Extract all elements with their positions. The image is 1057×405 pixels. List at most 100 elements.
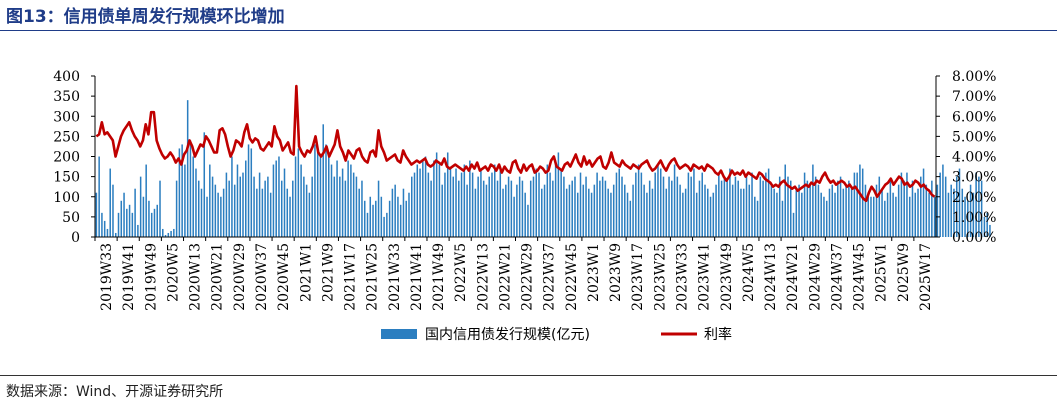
bar	[267, 176, 269, 238]
bar	[803, 172, 806, 237]
bar	[601, 176, 604, 238]
bar	[386, 212, 388, 237]
bar	[181, 144, 183, 237]
x-tick-label: 2020W29	[232, 243, 248, 311]
bar	[607, 188, 609, 237]
bar	[635, 172, 637, 237]
right-tick-label: 3.00%	[952, 170, 996, 186]
bar	[225, 172, 228, 237]
bar	[834, 192, 836, 237]
bar	[585, 176, 587, 238]
bar	[643, 184, 645, 237]
bar	[413, 172, 416, 237]
bar	[491, 172, 493, 237]
bar	[184, 164, 186, 237]
bar	[881, 188, 883, 237]
bar	[967, 200, 969, 237]
bar	[466, 184, 468, 237]
bar	[936, 184, 939, 237]
x-tick-label: 2019W41	[121, 243, 137, 311]
bar	[925, 184, 928, 237]
bar	[823, 196, 825, 237]
bar	[825, 200, 828, 237]
x-tick-label: 2021W41	[409, 243, 425, 311]
bar	[931, 180, 933, 237]
bar	[510, 180, 513, 237]
bar	[427, 172, 430, 237]
bar	[322, 124, 324, 237]
bar	[256, 188, 258, 237]
x-tick-label: 2021W33	[387, 243, 403, 311]
bar	[809, 184, 811, 237]
x-tick-label: 2021W17	[343, 243, 359, 311]
bar	[300, 164, 302, 237]
bar	[280, 180, 283, 237]
bar	[839, 176, 842, 238]
bar	[861, 168, 864, 237]
bar	[383, 216, 385, 238]
bar	[707, 188, 709, 237]
bar	[236, 164, 239, 237]
bar	[546, 164, 549, 237]
bar	[886, 192, 889, 237]
bar	[731, 184, 734, 237]
x-tick-label: 2020W37	[254, 243, 270, 311]
bar	[759, 176, 762, 238]
bar	[939, 172, 941, 237]
bar	[341, 168, 344, 237]
bar	[469, 160, 471, 237]
x-tick-label: 2022W13	[475, 243, 491, 311]
bar	[433, 160, 435, 237]
bar	[781, 200, 784, 237]
bar	[156, 204, 158, 237]
bar	[754, 196, 756, 237]
bar	[698, 180, 701, 237]
x-tick-label: 2024W45	[852, 243, 868, 311]
bar	[275, 160, 277, 237]
x-tick-label: 2022W45	[564, 243, 580, 311]
bar	[137, 224, 139, 237]
bar	[103, 220, 106, 237]
figure-title: 图13：信用债单周发行规模环比增加	[6, 7, 285, 27]
bar	[358, 188, 360, 237]
bar	[283, 168, 286, 237]
bar	[303, 176, 305, 238]
chart: 0 50 100 150 200 250 300 350 400 0.00% 1.00% 2.00% 3…	[53, 69, 996, 343]
bar	[892, 192, 894, 237]
bar	[801, 192, 803, 237]
bar	[543, 184, 546, 237]
bar	[109, 168, 111, 237]
bar	[394, 184, 396, 237]
bar	[571, 180, 573, 237]
bar	[131, 212, 134, 237]
bar	[527, 204, 529, 237]
bar	[411, 176, 413, 238]
bar	[272, 164, 275, 237]
bar	[624, 184, 626, 237]
bar	[325, 144, 327, 237]
bar	[955, 176, 958, 238]
bar	[123, 192, 125, 237]
x-tick-label: 2023W17	[630, 243, 646, 311]
bar	[975, 172, 977, 237]
bar	[192, 156, 194, 237]
bar	[159, 180, 161, 237]
bar	[336, 160, 338, 237]
bar	[319, 156, 322, 237]
bar	[588, 188, 590, 237]
bar	[405, 200, 407, 237]
bar	[765, 172, 767, 237]
bar	[344, 180, 347, 237]
bar	[870, 196, 872, 237]
bar	[350, 164, 352, 237]
x-tick-label: 2022W5	[453, 243, 469, 302]
bar	[197, 180, 200, 237]
bar	[173, 228, 175, 237]
bar	[233, 184, 236, 237]
bar	[596, 172, 598, 237]
bar	[195, 168, 197, 237]
bar	[928, 192, 930, 237]
bar	[637, 164, 640, 237]
bar	[795, 188, 798, 237]
bar	[106, 228, 109, 237]
